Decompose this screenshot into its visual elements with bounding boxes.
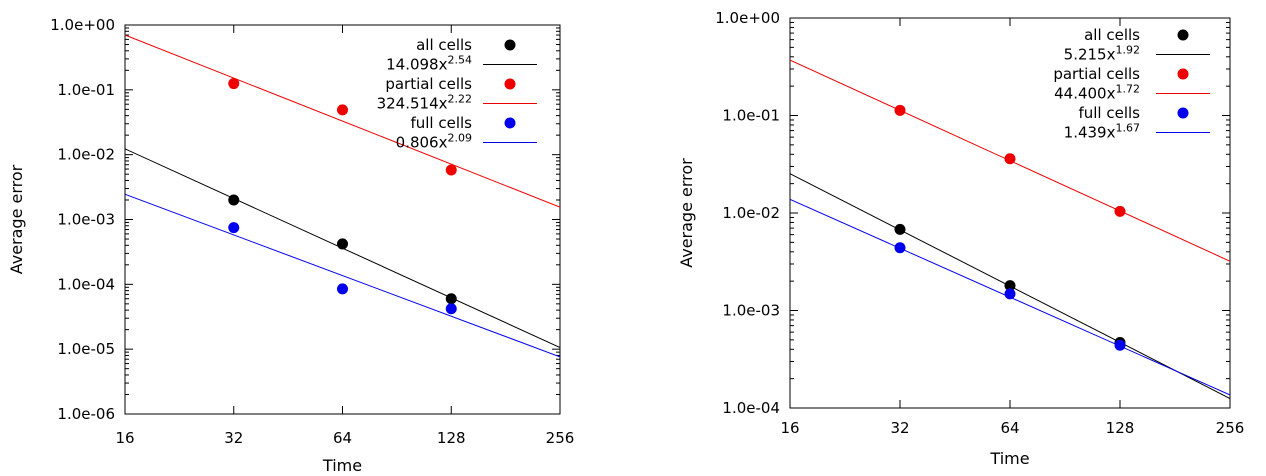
y-axis-title: Average error — [677, 158, 696, 268]
data-point-partial-cells — [894, 104, 906, 116]
data-point-full-cells — [337, 283, 348, 295]
data-point-full-cells — [1004, 288, 1016, 300]
y-tick-label: 1.0e+00 — [50, 16, 115, 34]
data-point-all-cells — [1004, 280, 1016, 292]
x-tick-label: 32 — [890, 419, 909, 437]
x-axis-title: Time — [322, 456, 362, 475]
legend-label-full-cells: full cells — [410, 114, 472, 132]
legend-label-full-cells: full cells — [1078, 104, 1140, 122]
x-tick-label: 256 — [1216, 419, 1245, 437]
fit-line-partial-cells — [125, 34, 560, 208]
legend-fit-label-full-cells: 1.439x1.67 — [1064, 122, 1140, 142]
data-point-all-cells — [894, 223, 906, 235]
x-tick-label: 64 — [1000, 419, 1019, 437]
y-tick-label: 1.0e+00 — [715, 9, 780, 27]
data-point-partial-cells — [337, 104, 348, 116]
data-point-all-cells — [445, 293, 457, 305]
data-point-all-cells — [337, 238, 348, 250]
x-tick-label: 128 — [437, 429, 466, 447]
fit-coefficient: 0.806 — [396, 134, 439, 152]
fit-exponent: 1.92 — [1116, 44, 1141, 57]
data-point-full-cells — [445, 303, 457, 315]
legend-label-partial-cells: partial cells — [1053, 65, 1140, 83]
y-axis-title: Average error — [7, 164, 26, 274]
y-tick-label: 1.0e-02 — [57, 146, 115, 164]
y-tick-label: 1.0e-06 — [57, 405, 115, 423]
fit-coefficient: 14.098 — [386, 56, 439, 74]
data-point-partial-cells — [228, 78, 240, 90]
y-tick-label: 1.0e-01 — [722, 107, 780, 125]
y-tick-label: 1.0e-04 — [722, 399, 780, 417]
plot-frame — [124, 24, 561, 415]
fit-exponent: 2.54 — [448, 54, 473, 67]
x-axis-title: Time — [989, 449, 1029, 468]
y-tick-label: 1.0e-03 — [722, 302, 780, 320]
chart-right: 16 32 64 128 256 1.0e+00 1.0e-01 1.0e-02 1.0e-03… — [677, 9, 1244, 468]
fit-coefficient: 5.215 — [1064, 46, 1107, 64]
y-tick-label: 1.0e-01 — [57, 81, 115, 99]
legend-label-all-cells: all cells — [1084, 26, 1140, 44]
y-tick-label: 1.0e-05 — [57, 340, 115, 358]
data-point-partial-cells — [1004, 153, 1016, 165]
legend-symbol-all-cells — [1177, 29, 1189, 41]
legend-label-partial-cells: partial cells — [385, 75, 472, 93]
data-point-all-cells — [228, 194, 240, 206]
fit-variable: x — [1107, 124, 1116, 142]
legend-fit-label-partial-cells: 324.514x2.22 — [377, 93, 472, 113]
x-tick-label: 16 — [115, 429, 134, 447]
x-tick-label: 256 — [546, 429, 575, 447]
x-tick-label: 16 — [780, 419, 799, 437]
legend-symbol-partial-cells — [1177, 68, 1189, 80]
fit-exponent: 2.22 — [448, 93, 473, 106]
data-point-full-cells — [228, 222, 240, 234]
fit-coefficient: 1.439 — [1064, 124, 1107, 142]
y-tick-label: 1.0e-04 — [57, 275, 115, 293]
fit-variable: x — [439, 56, 448, 74]
fit-exponent: 2.09 — [448, 132, 473, 145]
legend-symbol-partial-cells — [504, 78, 516, 90]
fit-coefficient: 324.514 — [377, 95, 439, 113]
fit-exponent: 1.67 — [1116, 122, 1141, 135]
y-tick-label: 1.0e-02 — [722, 204, 780, 222]
legend-symbol-all-cells — [504, 39, 516, 51]
plot-frame — [789, 17, 1231, 409]
x-tick-label: 64 — [333, 429, 352, 447]
data-point-full-cells — [1114, 339, 1126, 351]
x-tick-label: 128 — [1106, 419, 1135, 437]
fit-variable: x — [1107, 46, 1116, 64]
data-point-partial-cells — [445, 164, 457, 176]
data-point-full-cells — [894, 242, 906, 254]
fit-variable: x — [439, 95, 448, 113]
chart-left: 16 32 64 128 256 1.0e+00 1.0e-01 1.0e-02 1.0e-03… — [7, 16, 574, 475]
legend-fit-label-all-cells: 5.215x1.92 — [1064, 44, 1140, 64]
legend-fit-label-full-cells: 0.806x2.09 — [396, 132, 472, 152]
y-tick-label: 1.0e-03 — [57, 211, 115, 229]
legend-fit-label-all-cells: 14.098x2.54 — [386, 54, 472, 74]
legend-symbol-full-cells — [1177, 107, 1189, 119]
legend-symbol-full-cells — [504, 117, 516, 129]
data-point-partial-cells — [1114, 205, 1126, 217]
fit-variable: x — [1107, 85, 1116, 103]
fit-line-full-cells — [125, 193, 560, 358]
fit-exponent: 1.72 — [1116, 83, 1141, 96]
x-tick-label: 32 — [224, 429, 243, 447]
legend-fit-label-partial-cells: 44.400x1.72 — [1054, 83, 1140, 103]
fit-coefficient: 44.400 — [1054, 85, 1107, 103]
fit-variable: x — [439, 134, 448, 152]
legend-label-all-cells: all cells — [416, 36, 472, 54]
